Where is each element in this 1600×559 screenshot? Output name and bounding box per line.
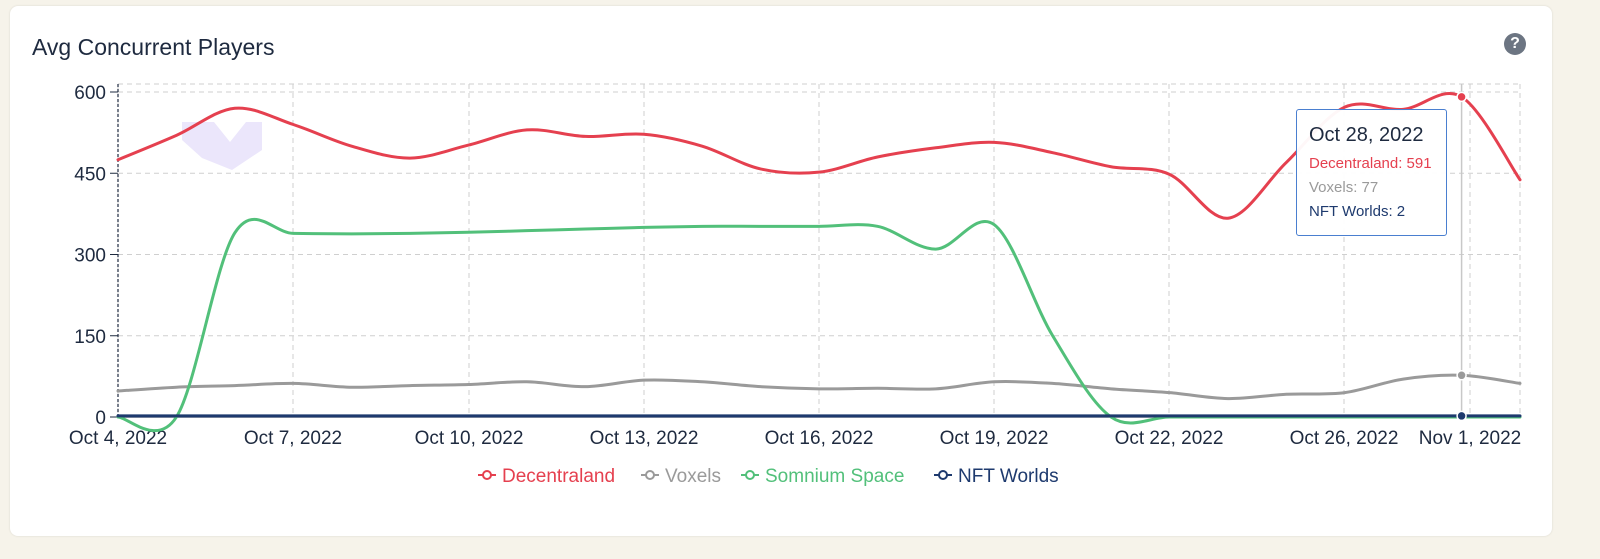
legend-label: Decentraland xyxy=(502,466,615,487)
y-tick-label: 300 xyxy=(74,246,106,267)
tooltip-row-voxels: Voxels: 77 xyxy=(1309,179,1379,196)
x-tick-label: Oct 16, 2022 xyxy=(765,428,874,449)
hover-point-nft-worlds xyxy=(1456,410,1467,422)
legend-item-decentraland[interactable]: Decentraland xyxy=(478,466,615,487)
legend-swatch-marker xyxy=(938,470,948,480)
legend-swatch-marker xyxy=(645,470,655,480)
tooltip-row-nft-worlds: NFT Worlds: 2 xyxy=(1309,203,1406,220)
x-tick-label: Oct 22, 2022 xyxy=(1115,428,1224,449)
series-line-somnium-space xyxy=(116,217,1522,433)
x-tick-label: Oct 13, 2022 xyxy=(590,428,699,449)
x-tick-label: Oct 26, 2022 xyxy=(1290,428,1399,449)
y-tick-label: 0 xyxy=(95,408,106,429)
x-tick-label: Nov 1, 2022 xyxy=(1419,428,1521,449)
legend-item-nft-worlds[interactable]: NFT Worlds xyxy=(934,466,1059,487)
legend-item-somnium-space[interactable]: Somnium Space xyxy=(741,466,904,487)
legend-label: Voxels xyxy=(665,466,721,487)
y-tick-label: 600 xyxy=(74,83,106,104)
x-tick-label: Oct 7, 2022 xyxy=(244,428,342,449)
legend-label: NFT Worlds xyxy=(958,466,1059,487)
y-tick-label: 150 xyxy=(74,327,106,348)
help-icon[interactable]: ? xyxy=(1504,33,1526,55)
chart-title: Avg Concurrent Players xyxy=(32,34,275,60)
hover-point-decentraland xyxy=(1456,91,1467,103)
x-tick-label: Oct 4, 2022 xyxy=(69,428,167,449)
legend-swatch-marker xyxy=(482,470,492,480)
chart-tooltip: Oct 28, 2022 Decentraland: 591 Voxels: 7… xyxy=(1296,109,1447,236)
legend-label: Somnium Space xyxy=(765,466,904,487)
legend-swatch-marker xyxy=(745,470,755,480)
tooltip-row-decentraland: Decentraland: 591 xyxy=(1309,155,1432,172)
legend-item-voxels[interactable]: Voxels xyxy=(641,466,721,487)
y-tick-label: 450 xyxy=(74,164,106,185)
hover-point-voxels xyxy=(1456,370,1467,381)
tooltip-date: Oct 28, 2022 xyxy=(1309,124,1424,146)
series-line-voxels xyxy=(116,373,1522,401)
watermark-logo xyxy=(182,122,262,170)
x-tick-label: Oct 10, 2022 xyxy=(415,428,524,449)
x-tick-label: Oct 19, 2022 xyxy=(940,428,1049,449)
chart-card xyxy=(10,6,1552,536)
